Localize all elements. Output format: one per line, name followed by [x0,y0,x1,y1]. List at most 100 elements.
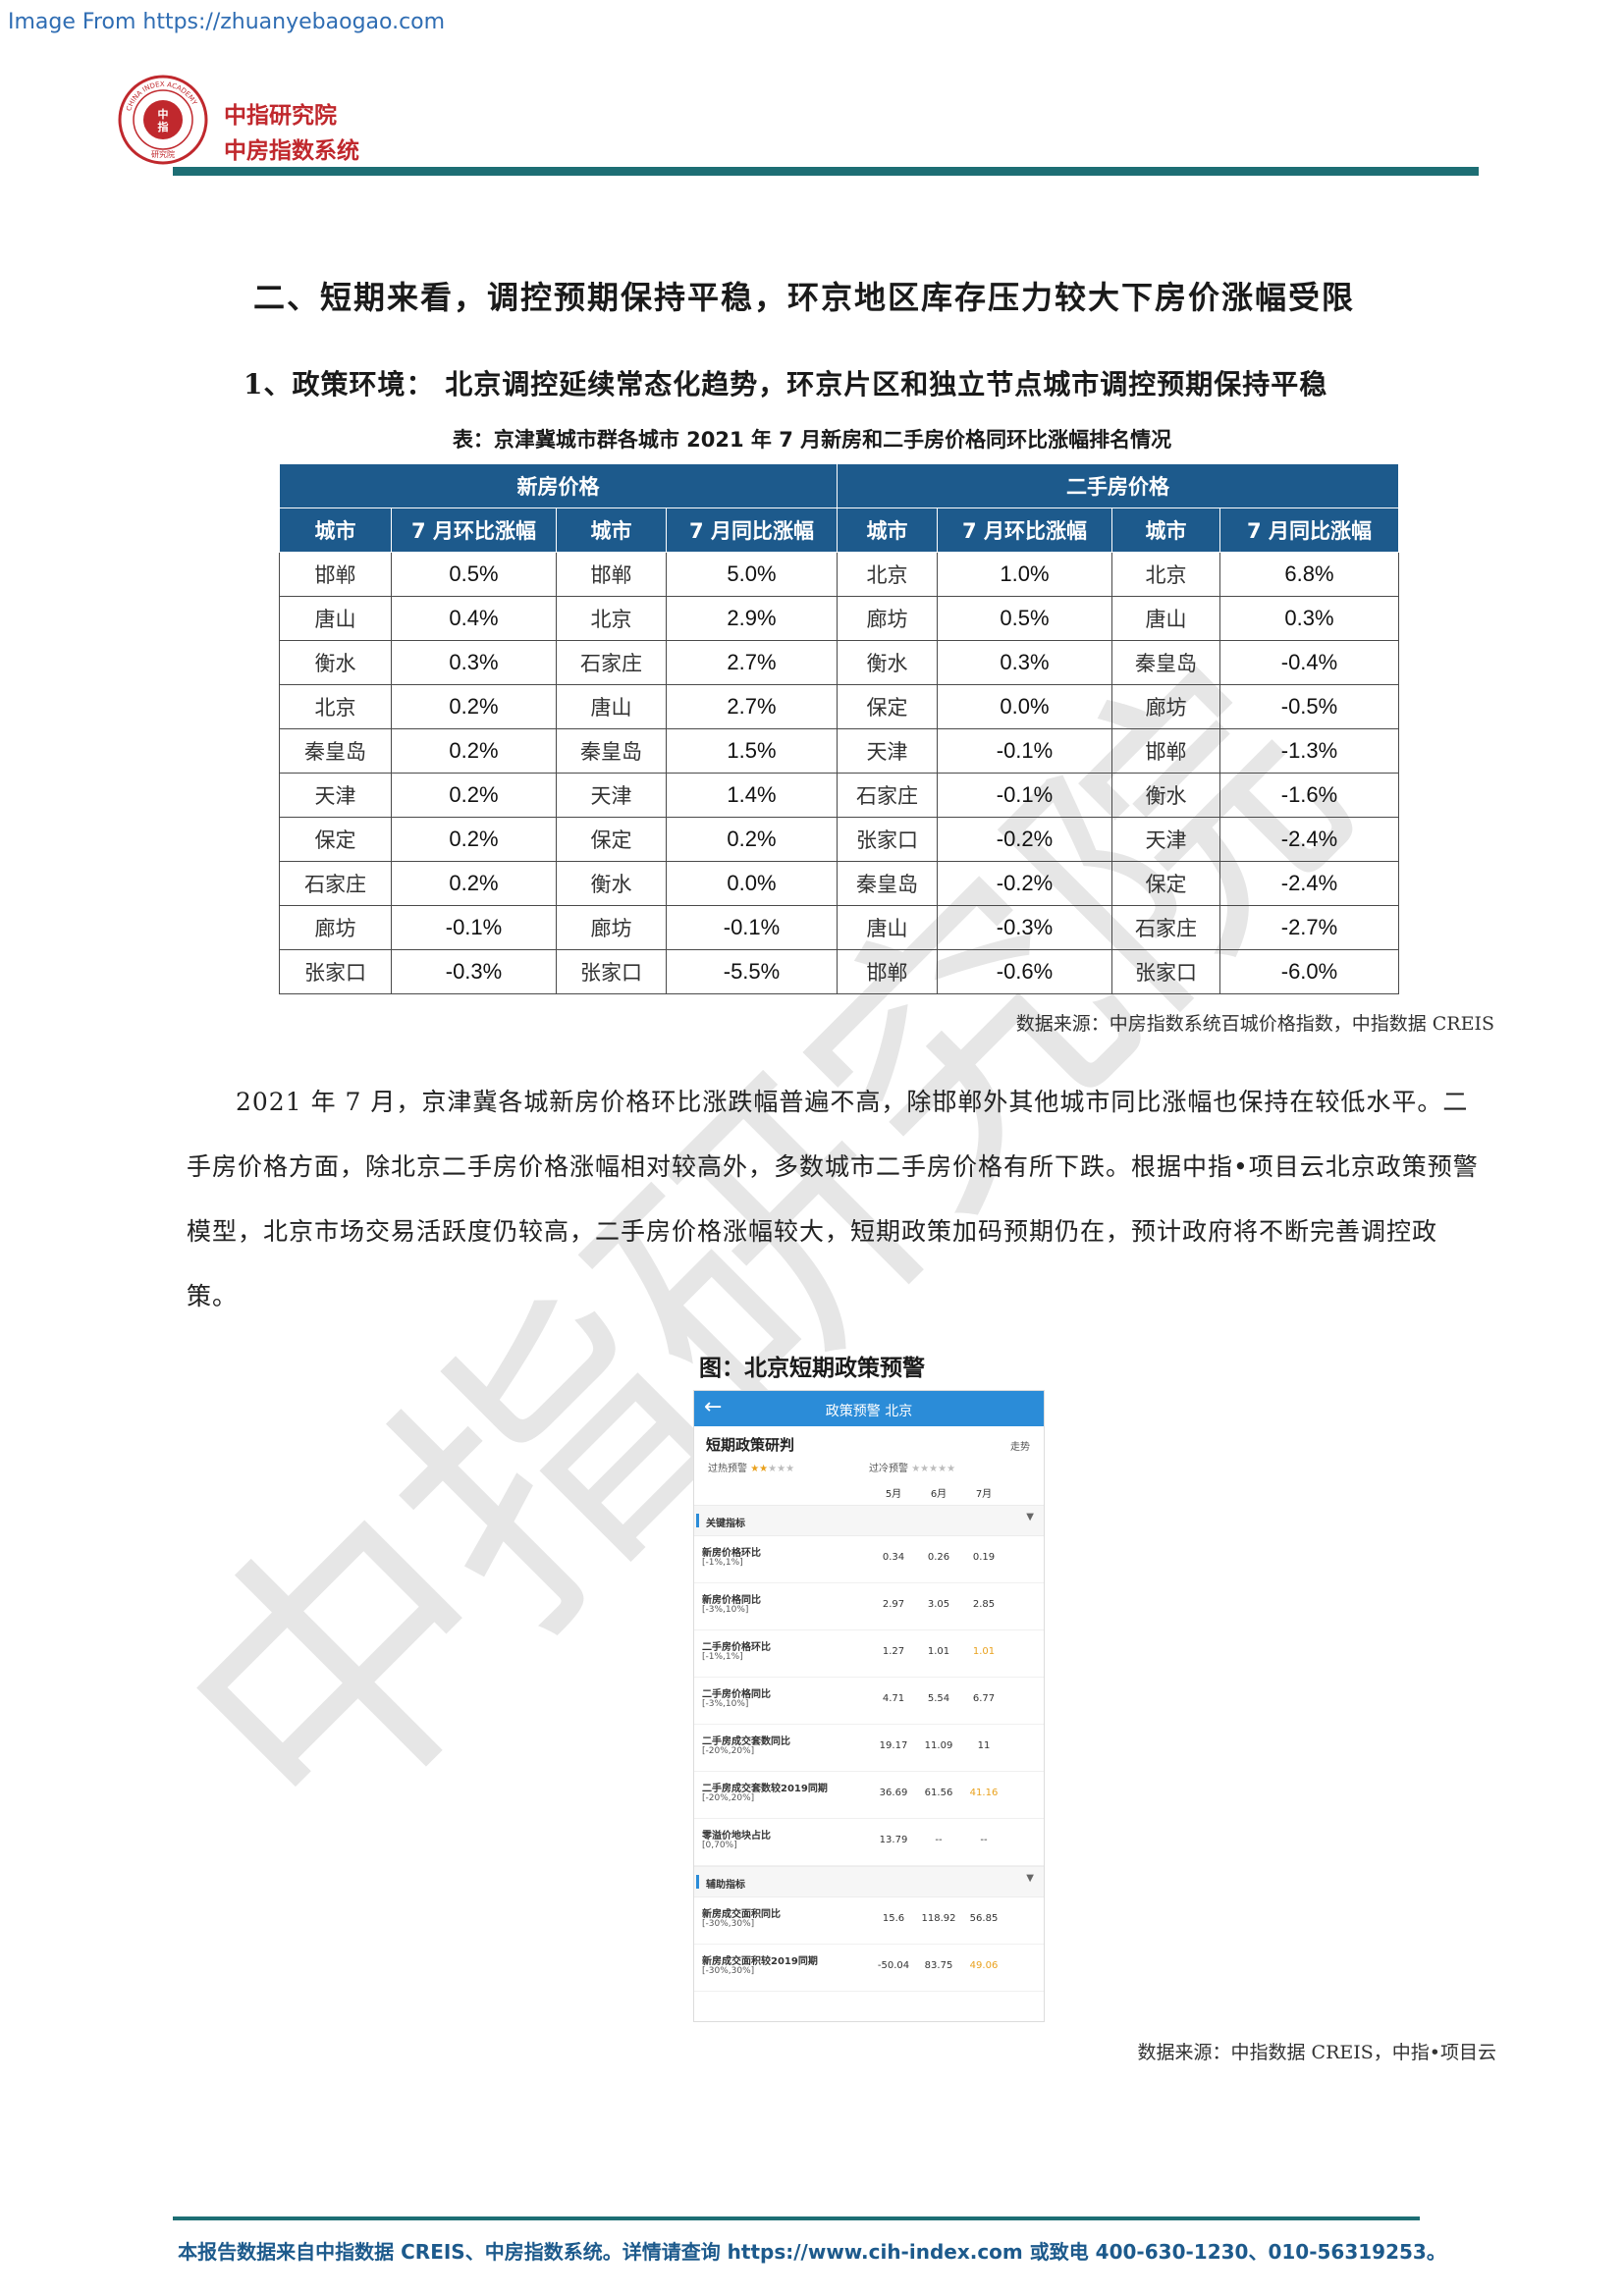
indicator-value: 56.85 [969,1913,999,1924]
city-cell: 石家庄 [279,861,392,906]
city-cell: 张家口 [556,949,667,994]
indicator-value: 61.56 [924,1788,953,1798]
month-header: 5月 6月 7月 [694,1477,1044,1505]
value-cell: 2.9% [666,596,838,641]
indicator-value: -- [980,1835,988,1845]
indicator-value: 83.75 [924,1960,953,1971]
phone-top-bar: ← 政策预警 北京 [694,1391,1044,1426]
star-icon: ★ [759,1464,769,1474]
indicator-value: 2.97 [882,1599,905,1610]
value-cell: -0.6% [937,949,1112,994]
star-icon: ★ [911,1464,921,1474]
chevron-down-icon[interactable]: ▼ [1026,1873,1034,1884]
value-cell: -0.3% [391,949,557,994]
column-header: 7 月环比涨幅 [391,507,557,553]
indicator-value: 1.01 [972,1646,996,1657]
indicator-value: 49.06 [969,1960,999,1971]
value-cell: -0.1% [666,905,838,950]
city-cell: 保定 [556,817,667,862]
value-cell: -2.4% [1219,817,1399,862]
section-title: 二、短期来看，调控预期保持平稳，环京地区库存压力较大下房价涨幅受限 [253,279,1356,316]
table-row: 廊坊 -0.1% 廊坊 -0.1% 唐山 -0.3% 石家庄 -2.7% [279,905,1399,950]
table-row: 秦皇岛 0.2% 秦皇岛 1.5% 天津 -0.1% 邯郸 -1.3% [279,728,1399,774]
star-icon: ★ [785,1464,795,1474]
footer-text: 本报告数据来自中指数据 CREIS、中房指数系统。详情请查询 https://w… [178,2240,1446,2264]
trend-link[interactable]: 走势 [1010,1442,1030,1453]
phone-heading: 短期政策研判 走势 [694,1426,1044,1456]
city-cell: 唐山 [556,684,667,729]
indicator-value: -50.04 [877,1960,910,1971]
indicator-name: 新房价格环比 [702,1548,761,1559]
value-cell: -0.1% [391,905,557,950]
indicator-value: 0.19 [972,1552,996,1563]
city-cell: 保定 [1111,861,1220,906]
indicator-range: [-20%,20%] [702,1793,755,1803]
indicator-value: 15.6 [882,1913,905,1924]
city-cell: 石家庄 [837,773,938,818]
city-cell: 衡水 [279,640,392,685]
indicator-range: [0,70%] [702,1841,737,1850]
city-cell: 唐山 [1111,596,1220,641]
indicator-row: 二手房价格同比 [-3%,10%] 4.71 5.54 6.77 [694,1678,1044,1725]
city-cell: 石家庄 [1111,905,1220,950]
value-cell: -0.3% [937,905,1112,950]
value-cell: 0.0% [937,684,1112,729]
value-cell: 0.4% [391,596,557,641]
city-cell: 唐山 [837,905,938,950]
value-cell: 0.2% [666,817,838,862]
body-paragraph: 2021 年 7 月，京津冀各城新房价格环比涨跌幅普遍不高，除邯郸外其他城市同比… [187,1088,1479,1310]
value-cell: 5.0% [666,552,838,597]
indicator-name: 新房价格同比 [702,1595,761,1606]
city-cell: 廊坊 [556,905,667,950]
value-cell: -0.2% [937,817,1112,862]
indicator-value: 6.77 [972,1693,996,1704]
value-cell: -1.6% [1219,773,1399,818]
value-cell: -2.7% [1219,905,1399,950]
cold-warning: 过冷预警 ★★★★★ [869,1460,955,1474]
value-cell: 0.3% [937,640,1112,685]
value-cell: -0.5% [1219,684,1399,729]
value-cell: 0.3% [1219,596,1399,641]
indicator-range: [-3%,10%] [702,1605,749,1615]
table-body: 邯郸 0.5% 邯郸 5.0% 北京 1.0% 北京 6.8% 唐山 0.4% 北京 2.9% 廊坊 0.… [279,552,1399,994]
brand-block: 中指研究院 中房指数系统 [224,98,359,169]
star-icon: ★ [920,1464,930,1474]
indicator-row: 二手房成交套数同比 [-20%,20%] 19.17 11.09 11 [694,1725,1044,1772]
value-cell: -0.2% [937,861,1112,906]
hot-warning-label: 过热预警 [708,1464,747,1474]
star-icon: ★ [947,1464,956,1474]
brand-line-1: 中指研究院 [224,103,337,129]
city-cell: 张家口 [279,949,392,994]
value-cell: 1.4% [666,773,838,818]
indicator-section-header[interactable]: 辅助指标 ▼ [694,1866,1044,1897]
city-cell: 秦皇岛 [556,728,667,774]
hot-warning: 过热预警 ★★★★★ [708,1460,794,1474]
indicator-row: 零溢价地块占比 [0,70%] 13.79 -- -- [694,1819,1044,1866]
arrow-left-icon[interactable]: ← [704,1395,723,1419]
month-label: 6月 [930,1489,947,1500]
phone-title: 政策预警 北京 [825,1404,913,1419]
value-cell: 2.7% [666,640,838,685]
city-cell: 邯郸 [556,552,667,597]
indicator-value: 3.05 [927,1599,950,1610]
group-header-new: 新房价格 [279,463,838,508]
section-accent-bar [696,1875,699,1889]
figure-caption: 图：北京短期政策预警 [699,1355,925,1381]
indicator-section-header[interactable]: 关键指标 ▼ [694,1505,1044,1536]
city-cell: 邯郸 [1111,728,1220,774]
indicator-name: 二手房价格同比 [702,1689,771,1700]
star-icon: ★ [777,1464,786,1474]
value-cell: -0.1% [937,728,1112,774]
indicator-value: 1.27 [882,1646,905,1657]
header-rule [173,167,1479,176]
city-cell: 秦皇岛 [1111,640,1220,685]
value-cell: 0.2% [391,817,557,862]
sub-title: 1、政策环境： 北京调控延续常态化趋势，环京片区和独立节点城市调控预期保持平稳 [244,368,1328,400]
price-table: 新房价格 二手房价格 城市 7 月环比涨幅 城市 7 月同比涨幅 城市 7 月环… [279,463,1399,994]
policy-warning-screenshot: ← 政策预警 北京 短期政策研判 走势 过热预警 ★★★★★ 过冷预警 ★★★★… [693,1390,1045,2022]
chevron-down-icon[interactable]: ▼ [1026,1512,1034,1522]
city-cell: 廊坊 [1111,684,1220,729]
indicator-value: 36.69 [879,1788,908,1798]
value-cell: 1.0% [937,552,1112,597]
value-cell: 0.2% [391,728,557,774]
